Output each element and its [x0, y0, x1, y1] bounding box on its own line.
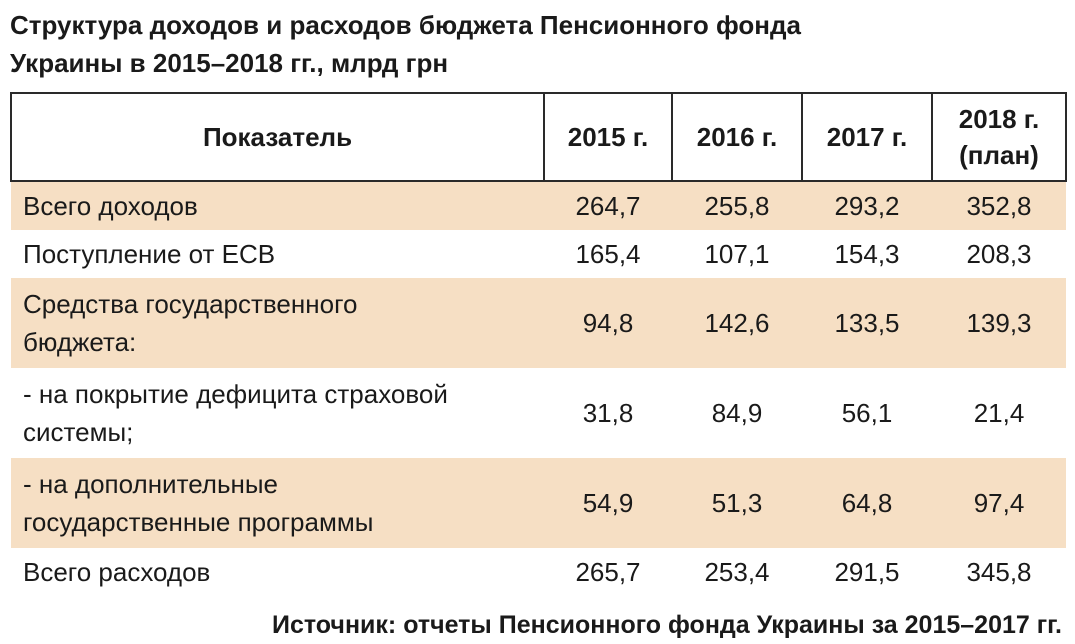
- cell-2018: 97,4: [932, 458, 1066, 548]
- row-label: Всего расходов: [11, 548, 544, 596]
- cell-2015: 264,7: [544, 181, 672, 230]
- row-label: - на покрытие дефицита страховой системы…: [11, 368, 544, 458]
- row-label-line1: Средства государственного: [23, 289, 358, 319]
- header-2018-plan: 2018 г. (план): [931, 92, 1067, 182]
- table-header: Показатель 2015 г. 2016 г. 2017 г. 2018 …: [10, 92, 1067, 182]
- table-row: Средства государственного бюджета: 94,8 …: [11, 278, 1066, 368]
- cell-2018: 139,3: [932, 278, 1066, 368]
- header-2018-plan-note: (план): [959, 140, 1039, 170]
- cell-2016: 142,6: [672, 278, 802, 368]
- cell-2016: 51,3: [672, 458, 802, 548]
- cell-2016: 255,8: [672, 181, 802, 230]
- header-indicator: Показатель: [10, 92, 545, 182]
- table-title: Структура доходов и расходов бюджета Пен…: [10, 6, 1060, 82]
- cell-2018: 345,8: [932, 548, 1066, 596]
- table-body: Всего доходов 264,7 255,8 293,2 352,8 По…: [11, 181, 1066, 596]
- cell-2017: 154,3: [802, 230, 932, 278]
- row-label-line2: бюджета:: [23, 327, 137, 357]
- row-label: Всего доходов: [11, 181, 544, 230]
- cell-2015: 54,9: [544, 458, 672, 548]
- table-title-line2: Украины в 2015–2018 гг., млрд грн: [10, 48, 449, 78]
- row-label-line1: - на покрытие дефицита страховой: [23, 379, 448, 409]
- table-row: Поступление от ЕСВ 165,4 107,1 154,3 208…: [11, 230, 1066, 278]
- cell-2016: 253,4: [672, 548, 802, 596]
- header-2018-year: 2018 г.: [958, 104, 1040, 134]
- row-label: - на дополнительные государственные прог…: [11, 458, 544, 548]
- table-row: Всего доходов 264,7 255,8 293,2 352,8: [11, 181, 1066, 230]
- header-2017: 2017 г.: [801, 92, 933, 182]
- cell-2017: 291,5: [802, 548, 932, 596]
- cell-2018: 21,4: [932, 368, 1066, 458]
- row-label: Средства государственного бюджета:: [11, 278, 544, 368]
- cell-2015: 31,8: [544, 368, 672, 458]
- cell-2015: 94,8: [544, 278, 672, 368]
- table-title-line1: Структура доходов и расходов бюджета Пен…: [10, 10, 801, 40]
- row-label-line2: системы;: [23, 417, 134, 447]
- table-row: Всего расходов 265,7 253,4 291,5 345,8: [11, 548, 1066, 596]
- header-2015: 2015 г.: [543, 92, 673, 182]
- cell-2017: 56,1: [802, 368, 932, 458]
- budget-table: Показатель 2015 г. 2016 г. 2017 г. 2018 …: [10, 92, 1067, 596]
- header-row: Показатель 2015 г. 2016 г. 2017 г. 2018 …: [10, 92, 1067, 182]
- cell-2018: 352,8: [932, 181, 1066, 230]
- cell-2015: 265,7: [544, 548, 672, 596]
- source-note: Источник: отчеты Пенсионного фонда Украи…: [272, 611, 1062, 639]
- table-row: - на покрытие дефицита страховой системы…: [11, 368, 1066, 458]
- cell-2017: 133,5: [802, 278, 932, 368]
- cell-2015: 165,4: [544, 230, 672, 278]
- cell-2017: 64,8: [802, 458, 932, 548]
- cell-2017: 293,2: [802, 181, 932, 230]
- row-label-line1: - на дополнительные: [23, 469, 279, 499]
- cell-2018: 208,3: [932, 230, 1066, 278]
- header-2016: 2016 г.: [671, 92, 803, 182]
- row-label-line2: государственные программы: [23, 507, 374, 537]
- cell-2016: 84,9: [672, 368, 802, 458]
- row-label: Поступление от ЕСВ: [11, 230, 544, 278]
- table-row: - на дополнительные государственные прог…: [11, 458, 1066, 548]
- cell-2016: 107,1: [672, 230, 802, 278]
